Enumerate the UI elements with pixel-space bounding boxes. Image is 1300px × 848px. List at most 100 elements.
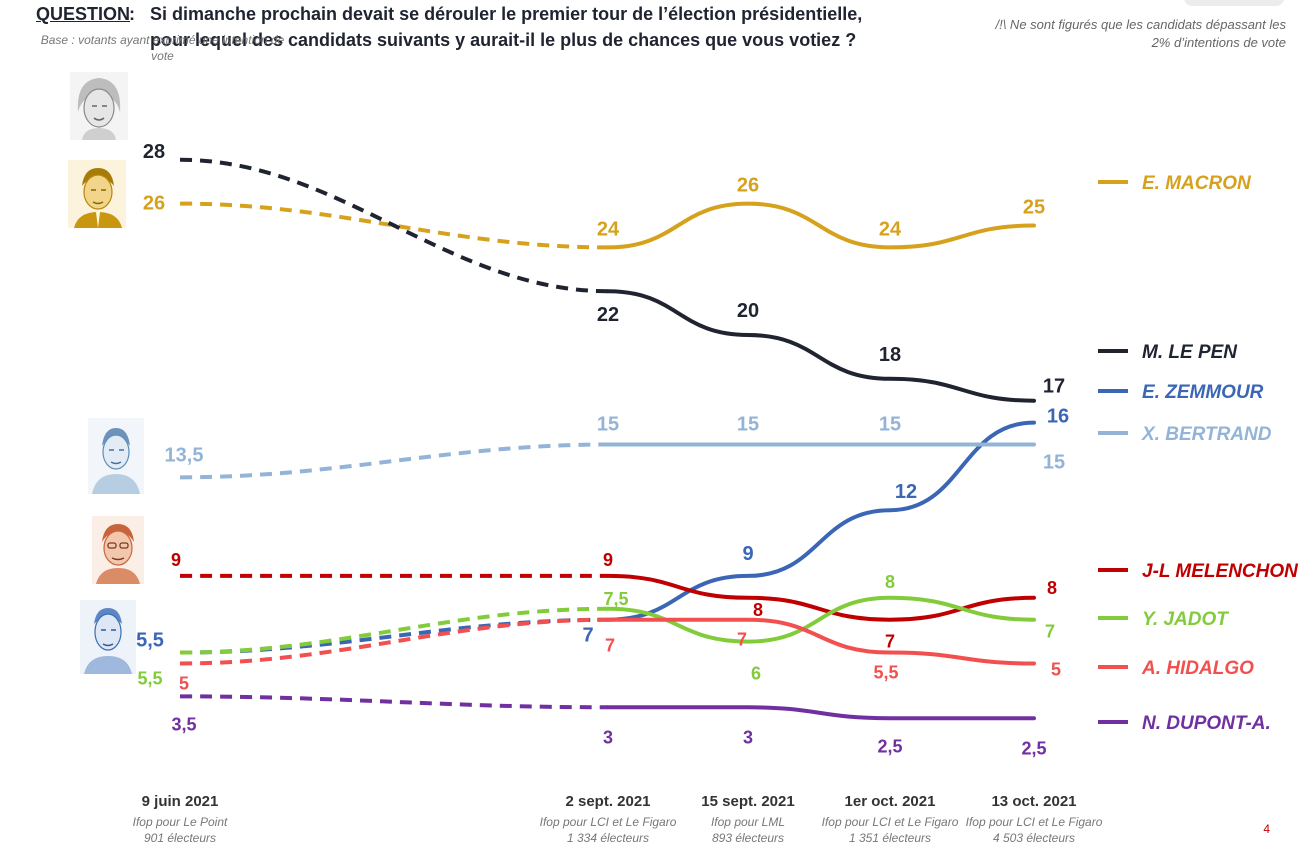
- series-line: [606, 420, 1036, 622]
- data-label: 5: [179, 674, 189, 694]
- x-source: Ifop pour LCI et Le Figaro: [966, 815, 1103, 829]
- warning-note: /!\ Ne sont figurés que les candidats dé…: [995, 17, 1286, 50]
- portrait-zemmour-icon: [80, 600, 136, 674]
- data-label: 2,5: [877, 736, 902, 756]
- x-axis-label: 15 sept. 2021 Ifop pour LML 893 électeurs: [701, 793, 794, 845]
- series-line: [606, 289, 1036, 403]
- series-n-dupont-a: 3,5 3 3 2,5 2,5 N. DUPONT-A.: [171, 694, 1271, 758]
- data-label: 16: [1047, 406, 1069, 428]
- x-axis-label: 2 sept. 2021 Ifop pour LCI et Le Figaro 1 …: [540, 793, 677, 845]
- legend-label: E. MACRON: [1142, 173, 1252, 194]
- data-label: 24: [879, 218, 902, 240]
- data-label: 22: [597, 304, 619, 326]
- x-sample: 4 503 électeurs: [993, 831, 1075, 845]
- series-e-macron: 26 24 26 24 25 E. MACRON: [143, 173, 1252, 250]
- series-line: [606, 595, 1036, 644]
- data-label: 7: [1045, 622, 1055, 642]
- series-m-le-pen: 28 22 20 18 17 M. LE PEN: [143, 141, 1238, 403]
- series-a-hidalgo: 57 75,5 5 A. HIDALGO: [179, 617, 1254, 694]
- question-label: QUESTION: [36, 4, 131, 24]
- data-label: 7: [605, 636, 615, 656]
- x-axis-label: 1er oct. 2021 Ifop pour LCI et Le Figaro 1…: [822, 793, 959, 845]
- data-label: 6: [751, 664, 761, 684]
- legend-label: J-L MELENCHON: [1142, 561, 1299, 582]
- data-label: 2,5: [1021, 738, 1046, 758]
- x-source: Ifop pour LCI et Le Figaro: [540, 815, 677, 829]
- base-note: Base : votants ayant exprimé une intenti…: [40, 33, 285, 63]
- x-sample: 1 334 électeurs: [567, 831, 649, 845]
- series-dashed-segment: [179, 617, 609, 666]
- legend-label: M. LE PEN: [1142, 342, 1238, 363]
- x-sample: 901 électeurs: [144, 831, 216, 845]
- legend-label: A. HIDALGO: [1141, 658, 1254, 679]
- data-label: 15: [597, 414, 619, 436]
- series-x-bertrand: 13,5 15 15 15 15 X. BERTRAND: [165, 414, 1272, 480]
- corner-tab: [1184, 0, 1284, 6]
- data-label: 20: [737, 300, 759, 322]
- x-sample: 893 électeurs: [712, 831, 784, 845]
- legend-label: X. BERTRAND: [1141, 424, 1272, 445]
- series-dashed-segment: [179, 157, 609, 294]
- portrait-melenchon-icon: [92, 516, 144, 584]
- data-label: 15: [737, 414, 759, 436]
- data-label: 7: [582, 625, 593, 647]
- data-label: 5,5: [873, 663, 898, 683]
- data-label: 3: [603, 727, 613, 747]
- data-label: 9: [603, 550, 613, 570]
- data-label: 7: [885, 632, 895, 652]
- data-label: 9: [742, 543, 753, 565]
- data-label: 3,5: [171, 714, 196, 734]
- portrait-bertrand-icon: [88, 418, 144, 494]
- data-label: 13,5: [165, 444, 204, 466]
- data-label: 5,5: [137, 669, 162, 689]
- x-sample: 1 351 électeurs: [849, 831, 931, 845]
- portrait-le-pen-icon: [70, 72, 128, 140]
- legend-label: Y. JADOT: [1142, 609, 1229, 630]
- series-dashed-segment: [179, 442, 609, 480]
- x-source: Ifop pour LML: [711, 815, 785, 829]
- data-label: 25: [1023, 197, 1045, 219]
- question-line-2: pour lequel des candidats suivants y aur…: [150, 30, 857, 50]
- data-label: 7: [737, 630, 747, 650]
- data-label: 5: [1051, 660, 1061, 680]
- series-line: [606, 201, 1036, 250]
- data-label: 15: [1043, 452, 1065, 474]
- x-date: 2 sept. 2021: [565, 793, 650, 810]
- data-label: 15: [879, 414, 901, 436]
- x-axis-label: 13 oct. 2021 Ifop pour LCI et Le Figaro 4 …: [966, 793, 1103, 845]
- x-axis-label: 9 juin 2021 Ifop pour Le Point 901 électeu…: [133, 793, 228, 845]
- data-label: 28: [143, 141, 165, 163]
- series-line: [606, 705, 1036, 721]
- series-e-zemmour: 5,5 7 9 12 16 E. ZEMMOUR: [136, 382, 1264, 655]
- data-label: 3: [743, 727, 753, 747]
- x-date: 1er oct. 2021: [845, 793, 936, 810]
- series-dashed-segment: [179, 606, 609, 655]
- data-label: 24: [597, 218, 620, 240]
- series-dashed-segment: [179, 617, 609, 655]
- series-line: [606, 617, 1036, 666]
- portrait-macron-icon: [68, 160, 126, 228]
- data-label: 26: [143, 193, 165, 215]
- x-date: 15 sept. 2021: [701, 793, 794, 810]
- data-label: 8: [753, 600, 763, 620]
- data-label: 12: [895, 481, 917, 503]
- data-label: 5,5: [136, 630, 164, 652]
- x-date: 13 oct. 2021: [991, 793, 1076, 810]
- data-label: 18: [879, 344, 901, 366]
- series-dashed-segment: [179, 694, 609, 710]
- x-source: Ifop pour LCI et Le Figaro: [822, 815, 959, 829]
- question-colon: :: [129, 4, 135, 24]
- legend-label: N. DUPONT-A.: [1142, 713, 1271, 734]
- page-number: 4: [1263, 822, 1270, 836]
- data-label: 26: [737, 175, 759, 197]
- series-dashed-segment: [179, 201, 609, 250]
- legend-label: E. ZEMMOUR: [1142, 382, 1264, 403]
- x-source: Ifop pour Le Point: [133, 815, 228, 829]
- x-date: 9 juin 2021: [142, 793, 219, 810]
- question-line-1: Si dimanche prochain devait se dérouler …: [150, 4, 863, 24]
- data-label: 8: [885, 572, 895, 592]
- data-label: 17: [1043, 376, 1065, 398]
